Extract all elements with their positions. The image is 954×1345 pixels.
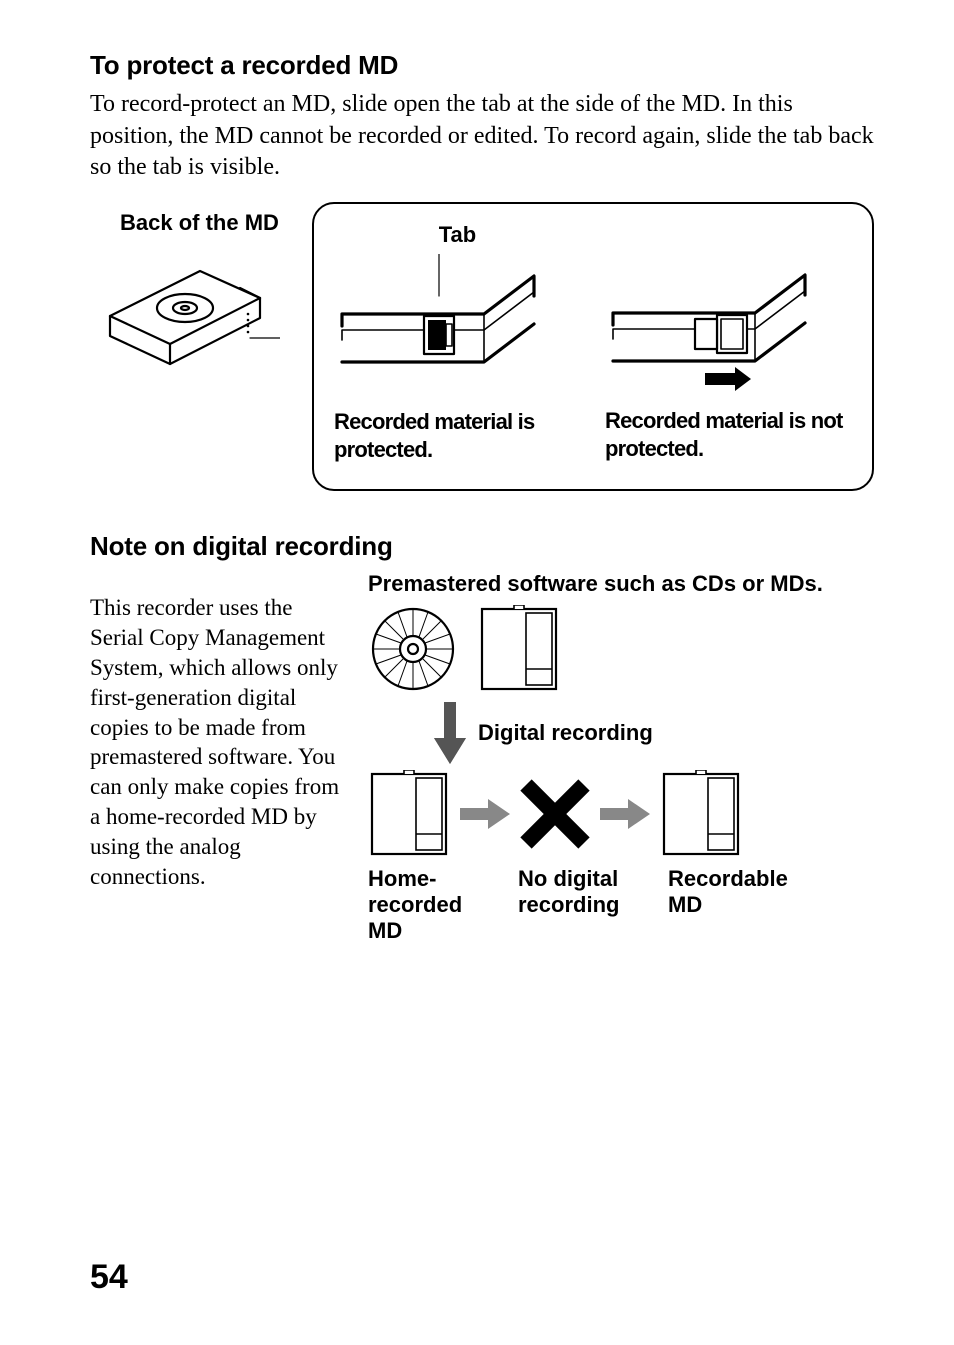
x-no-icon — [520, 779, 590, 849]
caption-not-protected: Recorded material is not protected. — [605, 407, 852, 462]
heading-protect: To protect a recorded MD — [90, 50, 874, 81]
figure-md-protect: Back of the MD — [90, 202, 874, 491]
paragraph-digital-recording: This recorder uses the Serial Copy Manag… — [90, 593, 350, 892]
label-premastered: Premastered software such as CDs or MDs. — [368, 570, 874, 598]
label-digital-recording: Digital recording — [478, 720, 653, 746]
arrow-down-icon — [434, 702, 466, 764]
md-disc-icon — [90, 236, 280, 406]
caption-protected: Recorded material is protected. — [334, 408, 581, 463]
recordable-md-icon — [660, 770, 742, 858]
md-cartridge-icon — [478, 605, 560, 693]
page-number: 54 — [90, 1258, 128, 1297]
label-back-of-md: Back of the MD — [120, 210, 300, 236]
arrow-right-2-icon — [600, 799, 650, 829]
md-tab-not-protected-icon — [605, 253, 815, 393]
arrow-right-1-icon — [460, 799, 510, 829]
paragraph-protect: To record-protect an MD, slide open the … — [90, 89, 874, 184]
cd-icon — [368, 604, 458, 694]
label-home-recorded-md: Home-recorded MD — [368, 866, 498, 945]
label-tab: Tab — [334, 222, 581, 248]
heading-digital-recording: Note on digital recording — [90, 531, 874, 562]
label-no-digital-recording: No digital recording — [518, 866, 658, 945]
label-recordable-md: Recordable MD — [668, 866, 808, 945]
home-recorded-md-icon — [368, 770, 450, 858]
md-tab-protected-icon — [334, 254, 544, 394]
